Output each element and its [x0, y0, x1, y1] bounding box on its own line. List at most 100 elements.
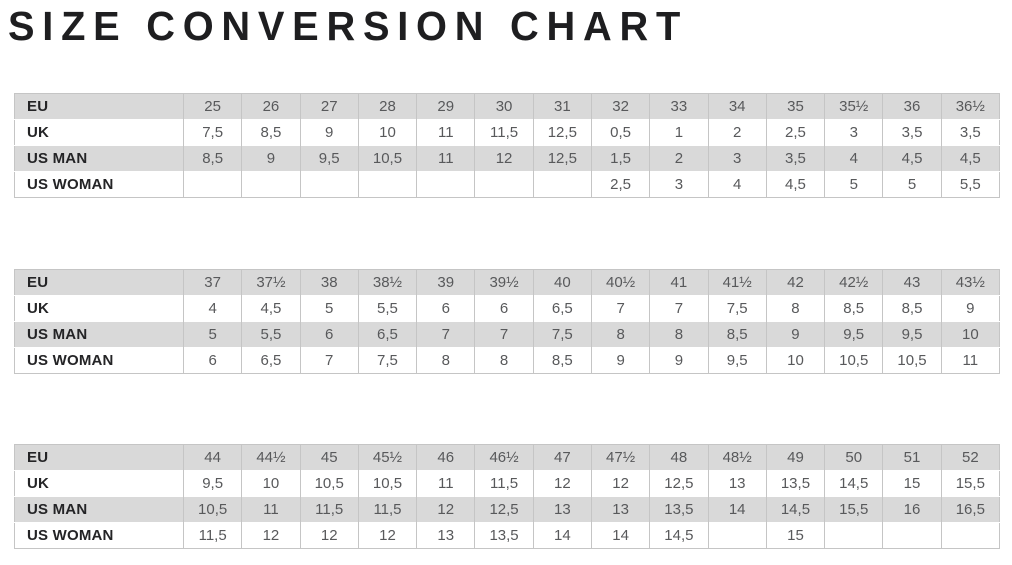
size-value-cell: 8: [474, 347, 534, 374]
table-row: EU 25 26 27 28 29 30 31 32 33 34 35 35½ 36 36½: [14, 93, 1000, 120]
size-value-cell: 11: [940, 347, 1000, 374]
size-value-cell: 38: [299, 269, 359, 296]
size-value-cell: 4,5: [241, 295, 301, 322]
row-label: EU: [27, 274, 49, 291]
row-label: US MAN: [14, 145, 184, 172]
size-value-cell: [882, 522, 942, 549]
size-conversion-table-eu-44-52: EU 44 44½ 45 45½ 46 46½ 47 47½ 48 48½ 49 50 51 52 UK 9,5…: [14, 444, 1000, 549]
size-value-cell: 4: [182, 295, 242, 322]
size-value-cell: 12,5: [532, 119, 592, 146]
size-conversion-table-eu-25-36: EU 25 26 27 28 29 30 31 32 33 34 35 35½ 36 36½ UK 7,5 8,5…: [14, 93, 1000, 198]
size-value-cell: 12: [357, 522, 417, 549]
size-value-cell: 11: [416, 119, 475, 146]
size-value-cell: [299, 171, 359, 198]
size-value-cell: 5: [299, 295, 359, 322]
size-value-cell: 16,5: [940, 496, 1000, 523]
size-value-cell: 3,5: [765, 145, 825, 172]
size-value-cell: 2: [649, 145, 709, 172]
size-value-cell: 14,5: [765, 496, 825, 523]
row-label: US WOMAN: [14, 522, 184, 549]
size-value-cell: [241, 171, 301, 198]
size-value-cell: 5: [882, 171, 942, 198]
size-value-cell: 9: [299, 119, 359, 146]
size-value-cell: 11,5: [474, 470, 534, 497]
size-value-cell: 28: [357, 93, 417, 120]
size-value-cell: 7,5: [182, 119, 242, 146]
size-value-cell: 7: [416, 321, 475, 348]
size-value-cell: 15,5: [824, 496, 883, 523]
table-row: UK 4 4,5 5 5,5 6 6 6,5 7 7 7,5 8 8,5 8,5 9: [14, 295, 1000, 322]
size-value-cell: 9: [590, 347, 650, 374]
table-row: US WOMAN 2,5 3 4 4,5 5 5 5,5: [14, 171, 1000, 198]
size-value-cell: 50: [824, 444, 883, 471]
size-value-cell: 6,5: [241, 347, 301, 374]
row-label: UK: [14, 295, 184, 322]
size-value-cell: 10: [357, 119, 417, 146]
size-value-cell: 42½: [824, 269, 883, 296]
size-value-cell: [707, 522, 767, 549]
size-value-cell: 12: [241, 522, 301, 549]
size-value-cell: 27: [299, 93, 359, 120]
size-value-cell: 38½: [357, 269, 417, 296]
size-value-cell: 35: [765, 93, 825, 120]
row-label: US WOMAN: [14, 347, 184, 374]
size-value-cell: [357, 171, 417, 198]
size-value-cell: 9,5: [707, 347, 767, 374]
size-value-cell: 8,5: [532, 347, 592, 374]
size-value-cell: 3,5: [940, 119, 1000, 146]
size-value-cell: 8,5: [707, 321, 767, 348]
size-value-cell: 10: [241, 470, 301, 497]
size-value-cell: 7: [649, 295, 709, 322]
size-value-cell: 8,5: [241, 119, 301, 146]
size-value-cell: 46½: [474, 444, 534, 471]
row-label: US WOMAN: [14, 171, 184, 198]
size-value-cell: 11,5: [182, 522, 242, 549]
size-value-cell: 42: [765, 269, 825, 296]
size-value-cell: 13: [532, 496, 592, 523]
size-value-cell: 13: [590, 496, 650, 523]
row-label: UK: [14, 470, 184, 497]
size-value-cell: 14: [590, 522, 650, 549]
size-value-cell: 40: [532, 269, 592, 296]
size-value-cell: 47½: [590, 444, 650, 471]
size-value-cell: 6: [474, 295, 534, 322]
size-value-cell: [182, 171, 242, 198]
size-value-cell: 37½: [241, 269, 301, 296]
size-value-cell: 30: [474, 93, 534, 120]
size-value-cell: 33: [649, 93, 709, 120]
size-value-cell: 7: [590, 295, 650, 322]
size-value-cell: 3: [824, 119, 883, 146]
size-value-cell: 8: [765, 295, 825, 322]
size-value-cell: 6,5: [532, 295, 592, 322]
size-value-cell: 12: [532, 470, 592, 497]
size-value-cell: [532, 171, 592, 198]
row-label: US MAN: [14, 496, 184, 523]
size-value-cell: 10,5: [357, 145, 417, 172]
size-value-cell: 36: [882, 93, 942, 120]
size-value-cell: 29: [416, 93, 475, 120]
size-value-cell: 16: [882, 496, 942, 523]
size-value-cell: 26: [241, 93, 301, 120]
size-value-cell: 5,5: [940, 171, 1000, 198]
table-row: UK 7,5 8,5 9 10 11 11,5 12,5 0,5 1 2 2,5 3 3,5 3,5: [14, 119, 1000, 146]
size-value-cell: 36½: [940, 93, 1000, 120]
size-value-cell: 11: [416, 470, 475, 497]
size-value-cell: 7: [299, 347, 359, 374]
size-value-cell: 8: [590, 321, 650, 348]
page-title: SIZE CONVERSION CHART: [8, 3, 689, 49]
size-value-cell: 8,5: [182, 145, 242, 172]
table-row: US MAN 8,5 9 9,5 10,5 11 12 12,5 1,5 2 3 3,5 4 4,5 4,5: [14, 145, 1000, 172]
size-value-cell: 2: [707, 119, 767, 146]
size-value-cell: 10,5: [824, 347, 883, 374]
size-value-cell: 12,5: [649, 470, 709, 497]
size-value-cell: 8: [649, 321, 709, 348]
size-value-cell: 39: [416, 269, 475, 296]
size-value-cell: 2,5: [590, 171, 650, 198]
size-value-cell: 6: [182, 347, 242, 374]
size-value-cell: 6: [299, 321, 359, 348]
size-value-cell: 3: [649, 171, 709, 198]
size-value-cell: 11,5: [299, 496, 359, 523]
size-value-cell: 9,5: [299, 145, 359, 172]
size-value-cell: 9: [241, 145, 301, 172]
size-value-cell: 8: [416, 347, 475, 374]
